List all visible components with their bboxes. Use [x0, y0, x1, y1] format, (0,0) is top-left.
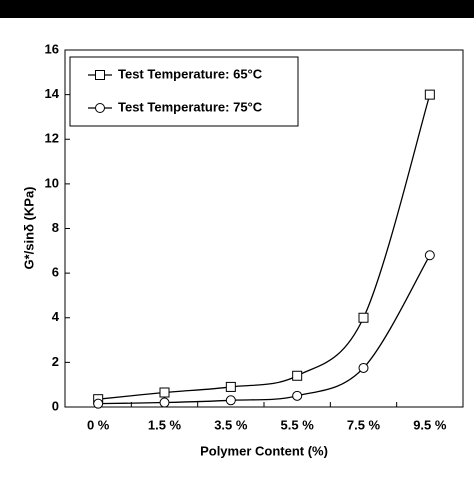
legend-label: Test Temperature: 65°C [118, 66, 263, 81]
y-tick-label: 14 [45, 86, 60, 101]
top-bar [0, 0, 474, 18]
marker-circle [225, 395, 236, 406]
y-tick-label: 16 [45, 41, 59, 56]
x-axis-label: Polymer Content (%) [200, 443, 328, 458]
series-line [98, 254, 431, 405]
marker-square [292, 370, 303, 381]
legend-label: Test Temperature: 75°C [118, 99, 263, 114]
marker-circle [95, 103, 105, 113]
marker-circle [93, 398, 104, 409]
marker-square [159, 387, 170, 398]
y-tick-label: 6 [52, 265, 59, 280]
y-tick-label: 12 [45, 131, 59, 146]
marker-square [358, 312, 369, 323]
y-tick-label: 2 [52, 354, 59, 369]
y-tick-label: 0 [52, 398, 59, 413]
marker-circle [424, 250, 435, 261]
legend-box [69, 56, 299, 127]
x-tick-label: 5.5 % [281, 417, 315, 432]
y-tick-label: 8 [52, 220, 59, 235]
marker-circle [159, 397, 170, 408]
marker-circle [358, 362, 369, 373]
marker-square [95, 70, 105, 80]
x-tick-label: 0 % [87, 417, 110, 432]
y-tick-label: 10 [45, 175, 59, 190]
marker-circle [292, 390, 303, 401]
y-tick-label: 4 [52, 309, 60, 324]
marker-square [424, 89, 435, 100]
series-line [98, 94, 431, 400]
marker-square [225, 381, 236, 392]
x-tick-label: 3.5 % [214, 417, 248, 432]
x-tick-label: 1.5 % [148, 417, 182, 432]
y-axis-label: G*/sinδ (KPa) [21, 186, 36, 269]
x-tick-label: 7.5 % [347, 417, 381, 432]
x-tick-label: 9.5 % [413, 417, 447, 432]
